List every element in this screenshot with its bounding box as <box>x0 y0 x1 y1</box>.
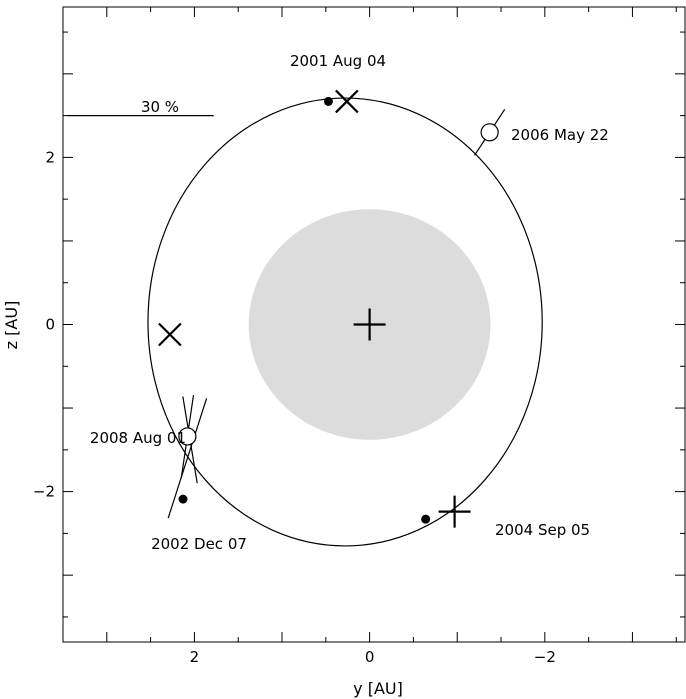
obs-label-2004-sep-05: 2004 Sep 05 <box>495 521 590 539</box>
marker-layer <box>158 89 499 528</box>
pol-line <box>167 398 208 519</box>
obs-label-2001-aug-04: 2001 Aug 04 <box>290 52 386 70</box>
obs-label-2006-may-22: 2006 May 22 <box>511 126 609 144</box>
ticks-layer: 2 0 −2 2 0 −2 <box>33 7 685 666</box>
obs-label-2008-aug-01: 2008 Aug 01 <box>90 429 186 447</box>
obs-label-2002-dec-07: 2002 Dec 07 <box>151 535 247 553</box>
y-tick-label: 2 <box>45 148 55 166</box>
y-tick-label: −2 <box>33 483 55 501</box>
x-tick-label: 0 <box>365 648 375 666</box>
orbit-layer <box>147 97 543 547</box>
x-axis-label: y [AU] <box>353 679 403 698</box>
obs-marker-2004-sep-05 <box>438 495 471 528</box>
obs-marker-2001-aug-04 <box>335 89 359 114</box>
x-tick-label: −2 <box>534 648 556 666</box>
scale-bar: 30 % <box>67 98 214 117</box>
center-plus-marker <box>353 308 386 341</box>
y-axis-label: z [AU] <box>2 301 21 350</box>
dot-marker <box>178 494 188 504</box>
obs-marker-2006-may-22 <box>480 123 499 142</box>
x-tick-label: 2 <box>190 648 200 666</box>
scale-bar-label: 30 % <box>141 98 179 116</box>
obs-marker-2008-aug-01 <box>178 427 197 446</box>
y-tick-label: 0 <box>45 316 55 334</box>
x-marker <box>158 322 182 347</box>
orbit-ellipse <box>147 97 543 547</box>
dot-marker <box>323 96 333 106</box>
dot-marker <box>421 514 431 524</box>
